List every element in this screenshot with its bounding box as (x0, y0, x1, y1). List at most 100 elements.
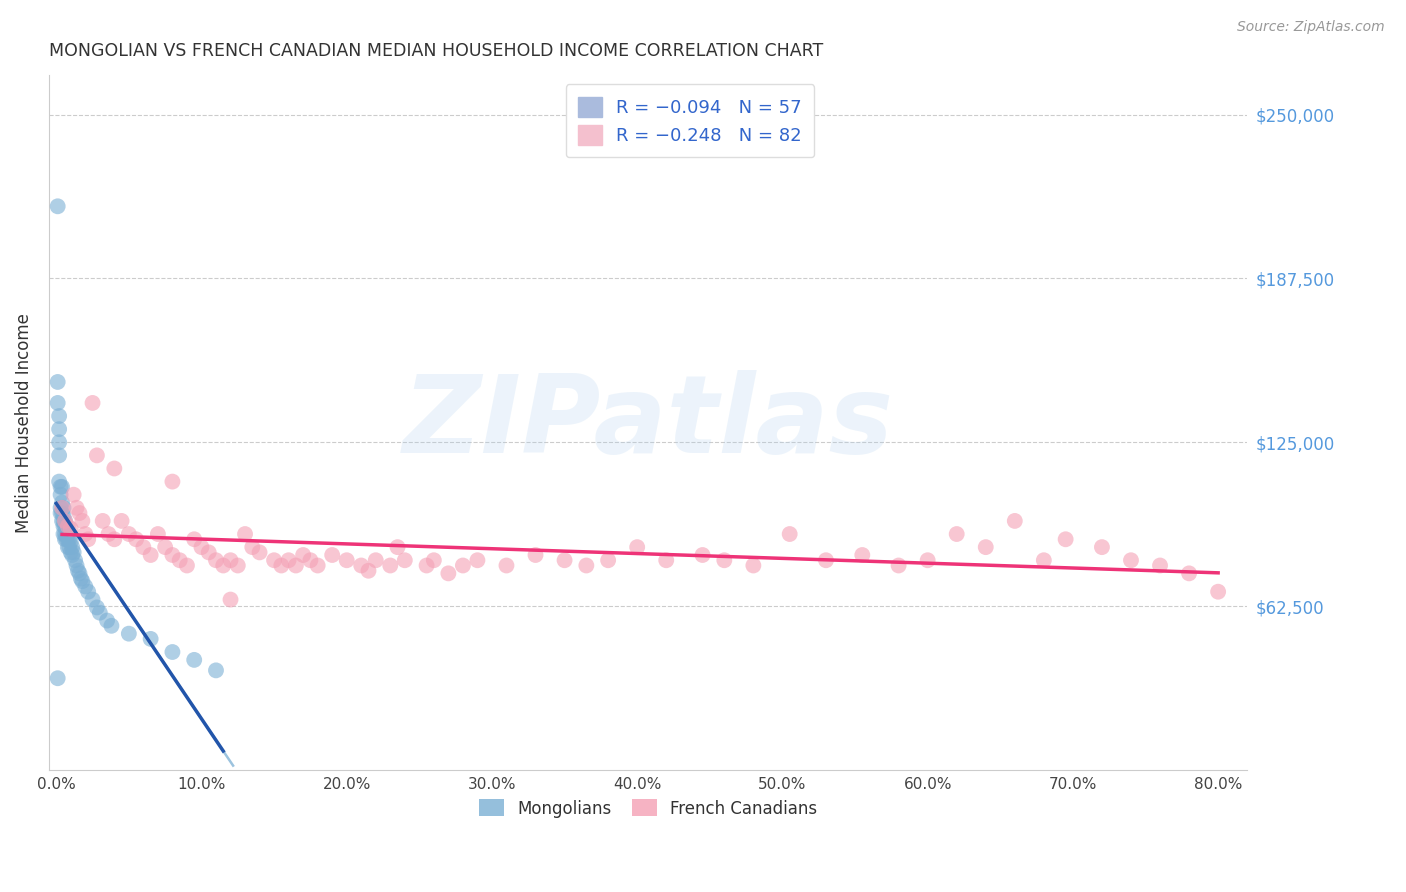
Point (82, 396, 104, 410)
Point (284, 558, 307, 573)
Point (183, 653, 205, 667)
Point (62, 545, 84, 559)
Point (72, 574, 94, 589)
Point (53, 519, 76, 533)
Point (55, 527, 77, 541)
Point (226, 558, 249, 573)
Point (63, 553, 86, 567)
Point (75, 579, 97, 593)
Point (219, 553, 242, 567)
Point (467, 553, 489, 567)
Point (169, 553, 191, 567)
Point (139, 548, 162, 562)
Point (263, 553, 285, 567)
Point (212, 558, 235, 573)
Point (77, 584, 100, 599)
Point (350, 558, 373, 573)
Point (277, 553, 299, 567)
Point (887, 558, 910, 573)
Point (46, 671, 69, 685)
Text: MONGOLIAN VS FRENCH CANADIAN MEDIAN HOUSEHOLD INCOME CORRELATION CHART: MONGOLIAN VS FRENCH CANADIAN MEDIAN HOUS… (49, 42, 824, 60)
Point (48, 422, 70, 436)
Point (233, 527, 256, 541)
Point (270, 558, 292, 573)
Point (364, 553, 387, 567)
Point (183, 533, 205, 547)
Point (52, 527, 75, 541)
Point (321, 548, 343, 562)
Point (205, 664, 228, 678)
Point (53, 527, 76, 541)
Point (56, 533, 79, 547)
Point (1206, 584, 1229, 599)
Point (46, 375, 69, 389)
Point (205, 553, 228, 567)
Point (55, 533, 77, 547)
Point (60, 548, 83, 562)
Point (52, 519, 75, 533)
Point (59, 522, 82, 536)
Point (692, 548, 714, 562)
Point (72, 514, 94, 528)
Point (69, 566, 91, 581)
Point (56, 527, 79, 541)
Point (58, 540, 80, 554)
Point (65, 500, 87, 515)
Point (96, 614, 118, 628)
Point (48, 409, 70, 423)
Point (1091, 540, 1114, 554)
Point (51, 500, 73, 515)
Point (451, 558, 474, 573)
Point (66, 564, 89, 578)
Point (52, 514, 75, 528)
Point (655, 553, 678, 567)
Point (1149, 558, 1171, 573)
Point (1054, 533, 1077, 547)
Point (162, 645, 184, 659)
Point (1004, 514, 1026, 528)
Point (240, 540, 263, 554)
Point (51, 514, 73, 528)
Point (52, 500, 75, 515)
Point (60, 540, 83, 554)
Point (46, 199, 69, 213)
Point (176, 558, 198, 573)
Point (495, 558, 517, 573)
Point (118, 626, 141, 640)
Point (89, 606, 111, 620)
Point (380, 558, 402, 573)
Point (394, 553, 416, 567)
Point (190, 540, 212, 554)
Point (387, 540, 409, 554)
Point (598, 553, 620, 567)
Text: Source: ZipAtlas.com: Source: ZipAtlas.com (1237, 20, 1385, 34)
Point (945, 527, 967, 541)
Point (49, 480, 72, 494)
Point (575, 558, 598, 573)
Point (49, 488, 72, 502)
Point (292, 548, 315, 562)
Point (125, 533, 148, 547)
Point (49, 506, 72, 520)
Point (86, 600, 108, 615)
Point (917, 553, 939, 567)
Legend: Mongolians, French Canadians: Mongolians, French Canadians (472, 793, 824, 824)
Text: ZIPatlas: ZIPatlas (402, 369, 894, 475)
Point (65, 558, 87, 573)
Point (97, 527, 120, 541)
Point (524, 548, 547, 562)
Point (55, 522, 77, 536)
Point (118, 527, 141, 541)
Point (48, 449, 70, 463)
Point (162, 475, 184, 489)
Point (132, 540, 155, 554)
Point (58, 533, 80, 547)
Point (197, 545, 219, 559)
Point (1119, 553, 1142, 567)
Point (51, 480, 73, 494)
Point (82, 592, 104, 607)
Point (1032, 553, 1054, 567)
Point (139, 632, 162, 646)
Point (713, 553, 735, 567)
Point (779, 527, 801, 541)
